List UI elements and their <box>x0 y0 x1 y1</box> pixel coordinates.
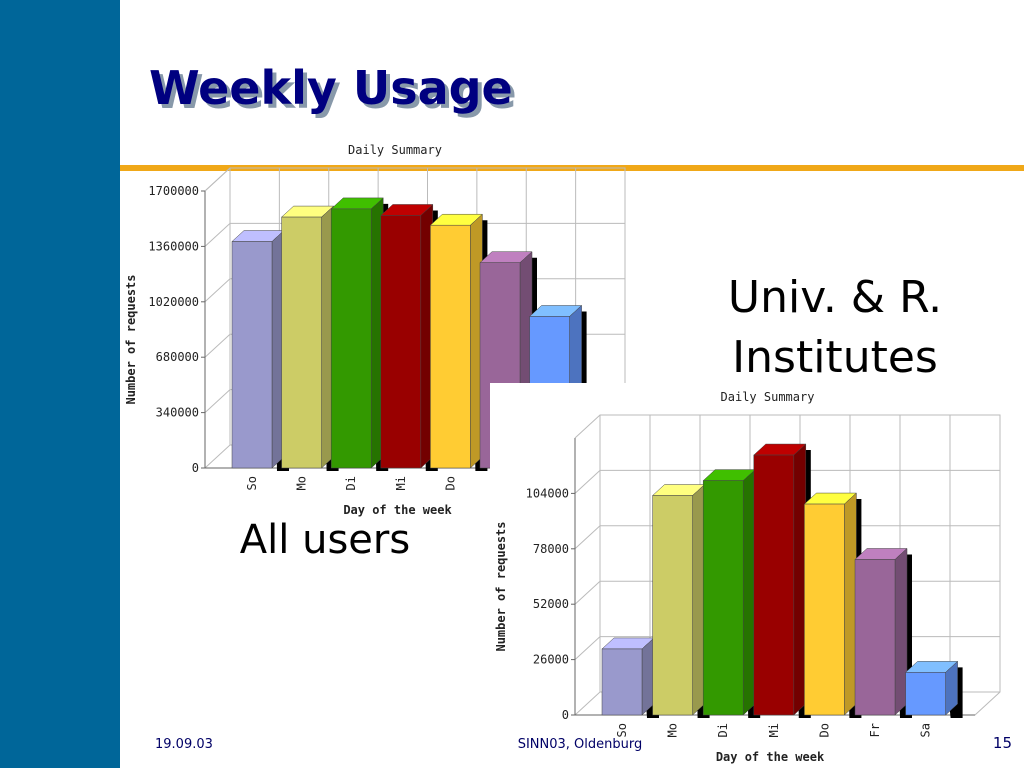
grid-line <box>574 469 1000 494</box>
x-tick-label: So <box>615 723 629 737</box>
bar <box>430 224 471 469</box>
x-tick-label: Mo <box>295 476 309 490</box>
y-tick-label: 1700000 <box>148 184 199 198</box>
x-tick-label: Di <box>716 723 730 737</box>
y-axis-label: Number of requests <box>494 521 508 651</box>
label-all: All users <box>240 517 410 563</box>
bar-side <box>692 483 705 716</box>
bar-side <box>793 443 807 716</box>
x-tick-label: Mi <box>394 476 408 490</box>
y-tick-label: 104000 <box>526 486 569 500</box>
grid-line <box>574 525 1000 550</box>
bar-side <box>641 637 655 716</box>
bar <box>601 648 643 716</box>
bar <box>380 215 422 469</box>
x-axis-label: Day of the week <box>343 503 452 517</box>
bar-side <box>742 469 756 716</box>
x-tick-label: Fr <box>868 723 882 737</box>
bar <box>905 672 946 716</box>
y-tick-label: 0 <box>562 708 569 722</box>
bar <box>804 503 845 716</box>
page-number: 15 <box>993 734 1012 752</box>
grid-line <box>204 222 625 247</box>
y-tick-label: 78000 <box>533 542 569 556</box>
x-axis-label: Day of the week <box>716 750 825 764</box>
chart-title: Daily Summary <box>721 390 815 404</box>
y-tick-label: 52000 <box>533 597 569 611</box>
charts: Daily Summary 0 340000 680000 1020000 1360000… <box>124 143 1010 768</box>
bar-side <box>894 547 908 716</box>
y-tick-label: 0 <box>192 461 199 475</box>
grid-line <box>204 167 625 192</box>
footer-date: 19.09.03 <box>155 737 213 752</box>
footer-center: SINN03, Oldenburg <box>518 737 643 752</box>
side-bar <box>0 0 120 768</box>
y-tick-label: 1020000 <box>148 295 199 309</box>
bar <box>281 216 322 469</box>
bar-side <box>844 492 857 716</box>
y-tick-label: 680000 <box>156 350 199 364</box>
label-univ: Institutes <box>732 332 938 383</box>
y-tick-label: 26000 <box>533 653 569 667</box>
label-univ: Univ. & R. <box>728 272 942 323</box>
x-tick-label: Do <box>443 476 457 490</box>
x-tick-label: Di <box>344 476 358 490</box>
title-shadow: Weekly Usage <box>153 65 517 119</box>
x-tick-label: Mo <box>666 723 680 737</box>
bar <box>652 495 693 716</box>
y-tick-label: 340000 <box>156 406 199 420</box>
x-tick-label: Do <box>817 723 831 737</box>
y-axis-label: Number of requests <box>124 274 138 404</box>
x-tick-label: Mi <box>767 723 781 737</box>
x-tick-label: So <box>245 476 259 490</box>
bar <box>753 454 795 716</box>
bar <box>702 480 744 716</box>
slide-title: Weekly Usage <box>149 61 513 115</box>
bar <box>854 559 896 716</box>
chart-title: Daily Summary <box>348 143 442 157</box>
bar <box>330 208 372 469</box>
bar <box>231 241 273 469</box>
y-tick-label: 1360000 <box>148 239 199 253</box>
x-tick-label: Sa <box>919 723 933 737</box>
chart: Daily Summary 0 26000 52000 78000 104000 So Mo D… <box>490 383 1010 768</box>
